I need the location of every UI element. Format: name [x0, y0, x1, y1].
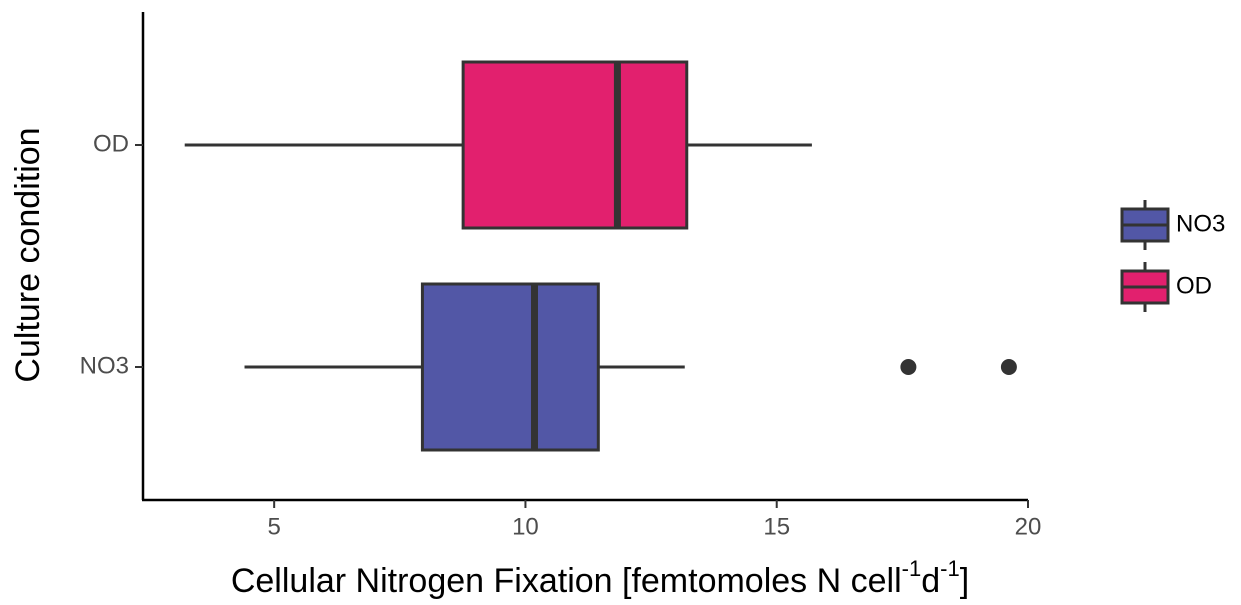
legend-label: NO3 — [1176, 210, 1225, 237]
x-tick-label: 20 — [1015, 513, 1042, 540]
superscript: -1 — [940, 556, 960, 581]
y-tick-label: OD — [93, 130, 129, 157]
label-part: Cellular Nitrogen Fixation [femtomoles N… — [231, 562, 902, 600]
label-part: d — [921, 562, 940, 600]
x-axis-label: Cellular Nitrogen Fixation [femtomoles N… — [231, 556, 969, 600]
outlier — [900, 359, 917, 375]
outlier — [1000, 359, 1017, 375]
box — [461, 60, 689, 230]
label-part: ] — [960, 562, 969, 600]
y-tick-label: NO3 — [80, 352, 129, 379]
superscript: -1 — [902, 556, 922, 581]
x-tick-label: 15 — [763, 513, 790, 540]
x-tick-label: 10 — [512, 513, 539, 540]
box — [420, 282, 600, 452]
legend-label: OD — [1176, 272, 1212, 299]
x-tick-label: 5 — [267, 513, 280, 540]
y-axis-label: Culture condition — [9, 127, 47, 382]
